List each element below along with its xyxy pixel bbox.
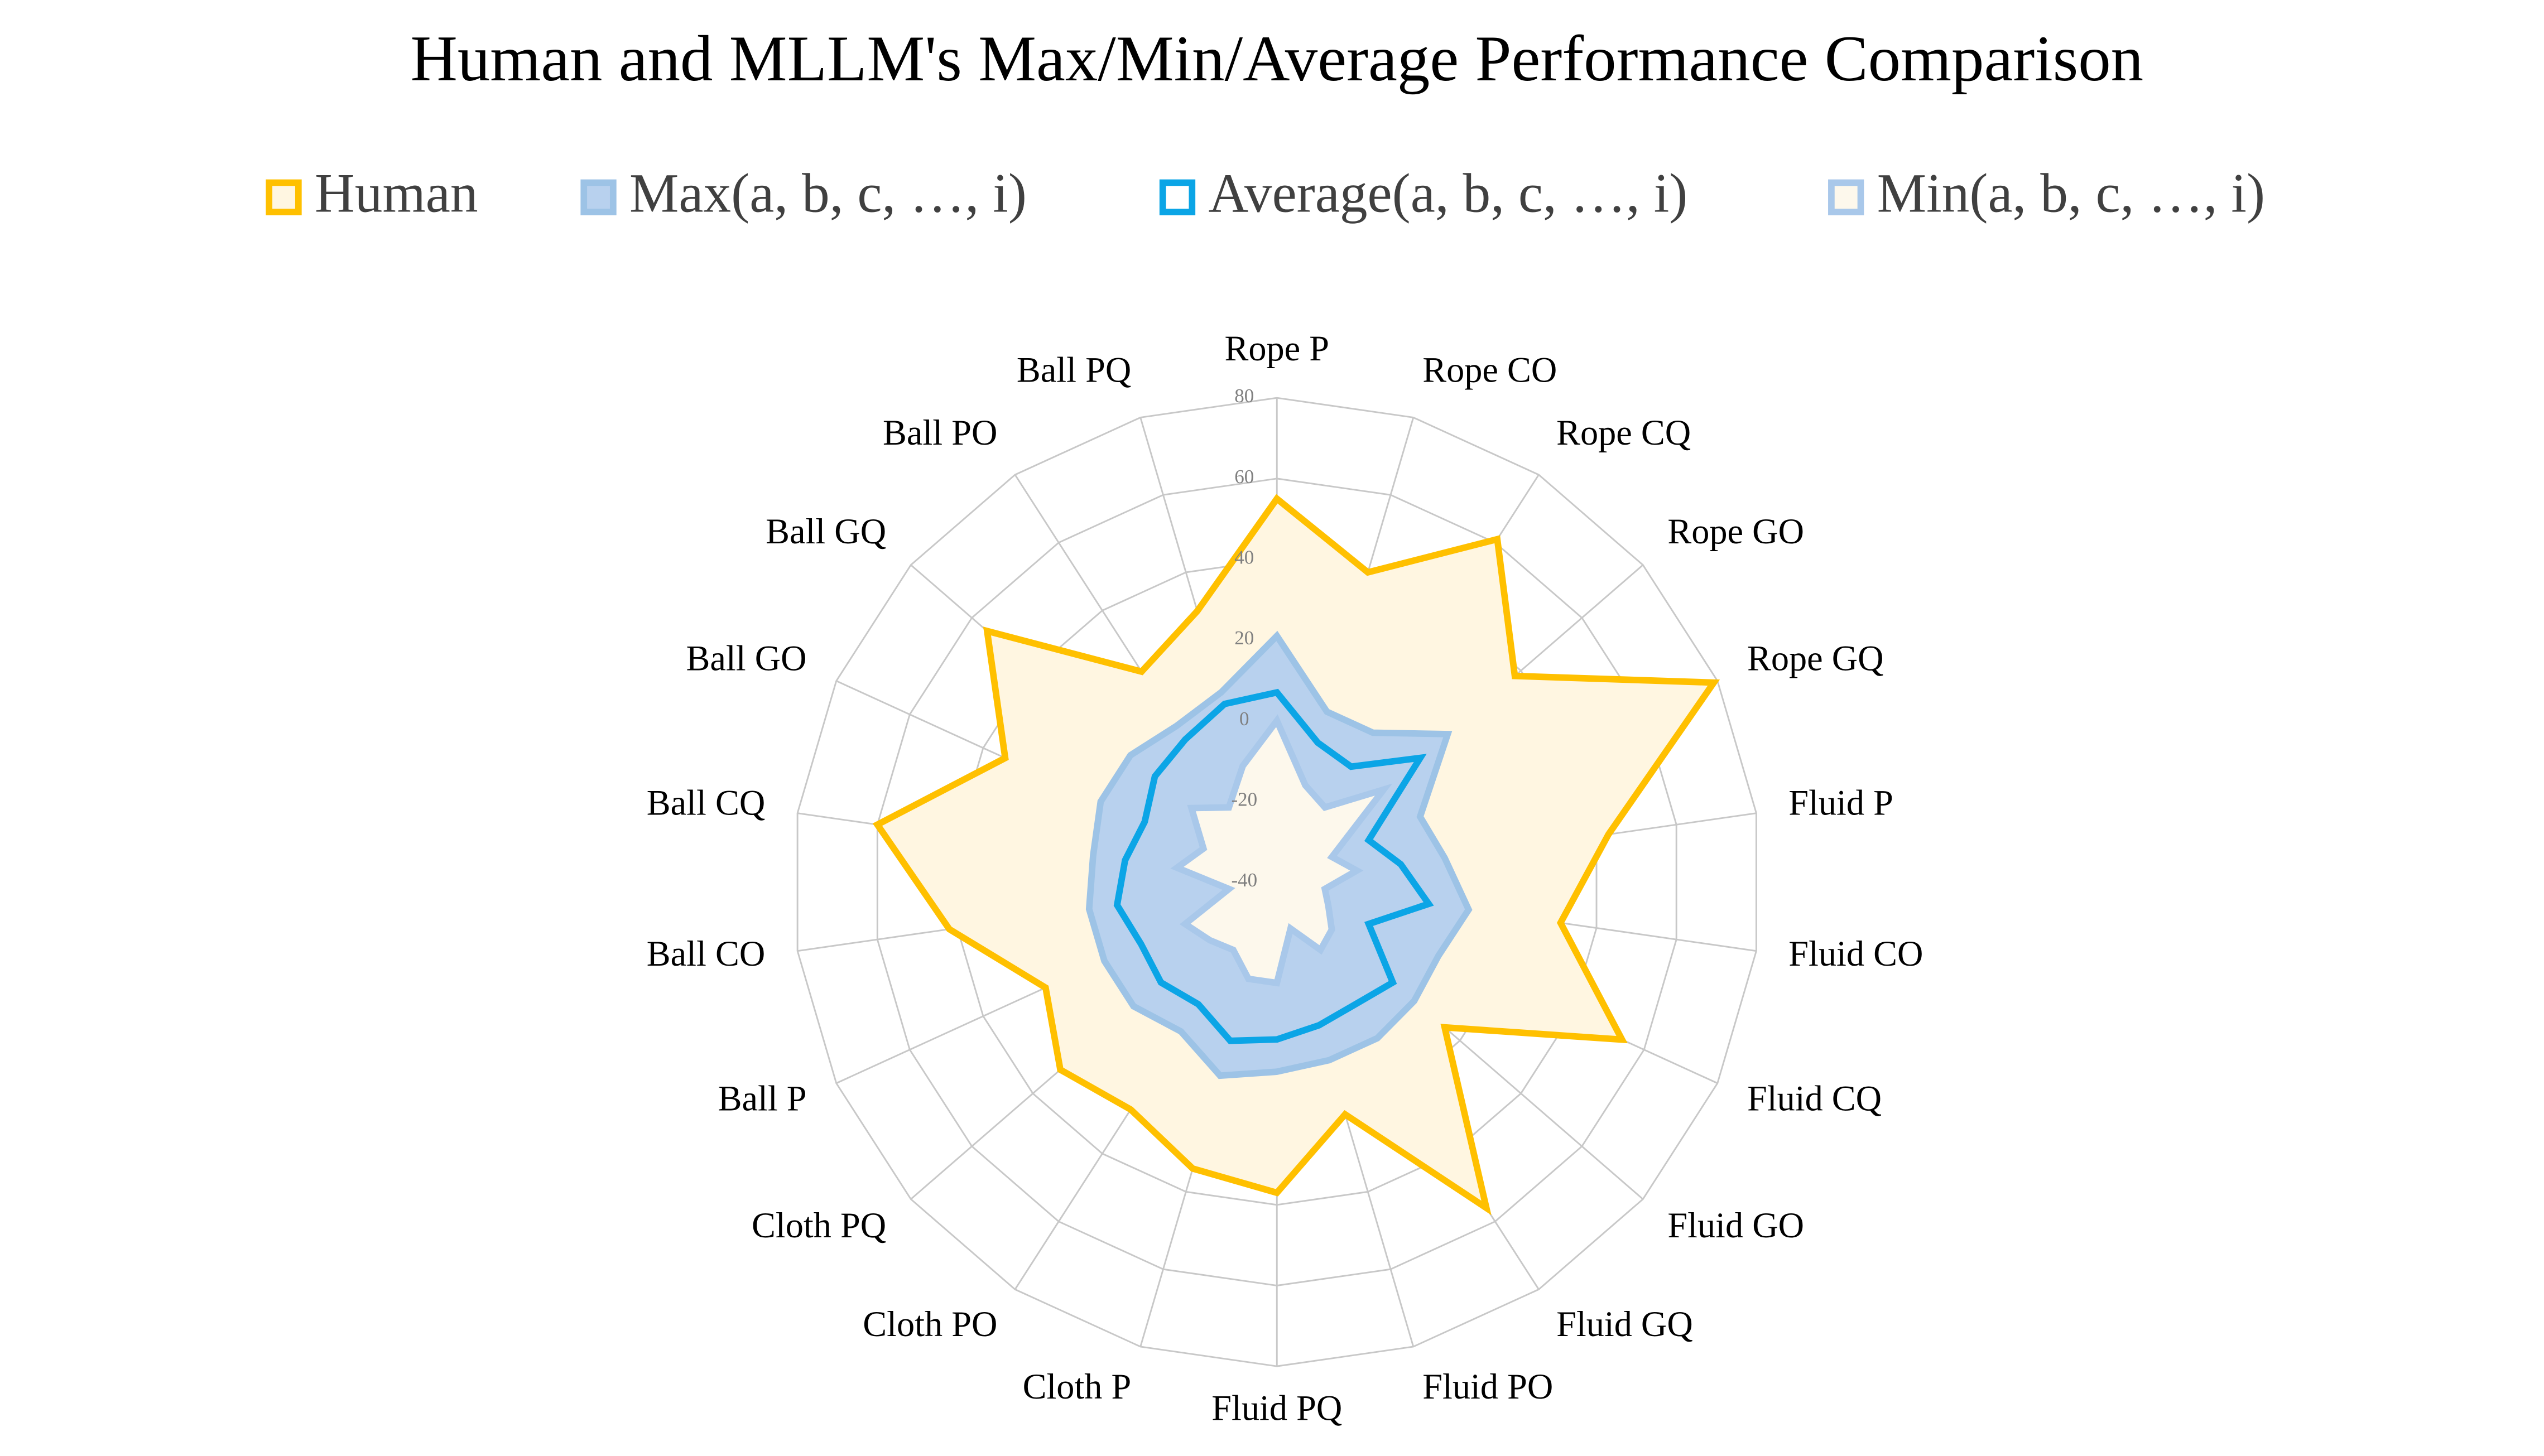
category-label: Ball PQ (1017, 350, 1131, 390)
tick-label: 80 (1234, 385, 1254, 407)
legend-label: Human (315, 162, 478, 224)
tick-label: 20 (1234, 627, 1254, 649)
legend-label: Average(a, b, c, …, i) (1209, 162, 1688, 224)
category-label: Cloth PO (863, 1304, 997, 1344)
tick-label: -20 (1231, 789, 1257, 811)
category-label: Fluid CQ (1747, 1078, 1882, 1118)
legend-marker (266, 179, 302, 215)
legend-label: Max(a, b, c, …, i) (629, 162, 1027, 224)
category-label: Fluid P (1788, 783, 1893, 823)
category-label: Fluid GO (1667, 1206, 1804, 1245)
legend-marker (580, 179, 617, 215)
category-label: Ball GQ (766, 512, 886, 551)
category-label: Rope CO (1422, 350, 1557, 390)
category-label: Fluid GQ (1556, 1304, 1693, 1344)
category-label: Fluid PQ (1211, 1388, 1342, 1428)
tick-label: 60 (1234, 466, 1254, 488)
category-label: Ball CQ (647, 783, 766, 823)
category-label: Cloth P (1023, 1367, 1132, 1406)
category-label: Cloth PQ (752, 1206, 886, 1245)
legend-marker (1159, 179, 1196, 215)
category-label: Rope P (1225, 329, 1330, 368)
category-label: Ball CO (647, 934, 766, 973)
labels: Rope P Rope CO Rope CQ Rope GO Rope GQ Fluid … (647, 329, 1923, 1428)
series-polygon (1113, 688, 1434, 1044)
category-label: Fluid CO (1788, 934, 1923, 973)
plot-area (872, 494, 1720, 1216)
category-label: Rope CQ (1556, 413, 1691, 452)
category-label: Fluid PO (1422, 1367, 1553, 1406)
category-label: Rope GO (1667, 512, 1804, 551)
category-label: Ball P (718, 1078, 807, 1118)
tick-label: 0 (1239, 708, 1249, 730)
legend-label: Min(a, b, c, …, i) (1877, 162, 2265, 224)
category-label: Rope GQ (1747, 638, 1884, 678)
tick-label: 40 (1234, 547, 1254, 568)
category-label: Ball GO (686, 638, 807, 678)
chart-title: Human and MLLM's Max/Min/Average Perform… (410, 23, 2143, 95)
legend-marker (1828, 179, 1864, 215)
legend: Human Max(a, b, c, …, i) Average(a, b, c, … (266, 162, 2265, 224)
tick-label: -40 (1231, 869, 1257, 891)
series-polygon (1170, 714, 1393, 987)
category-label: Ball PO (883, 413, 997, 452)
